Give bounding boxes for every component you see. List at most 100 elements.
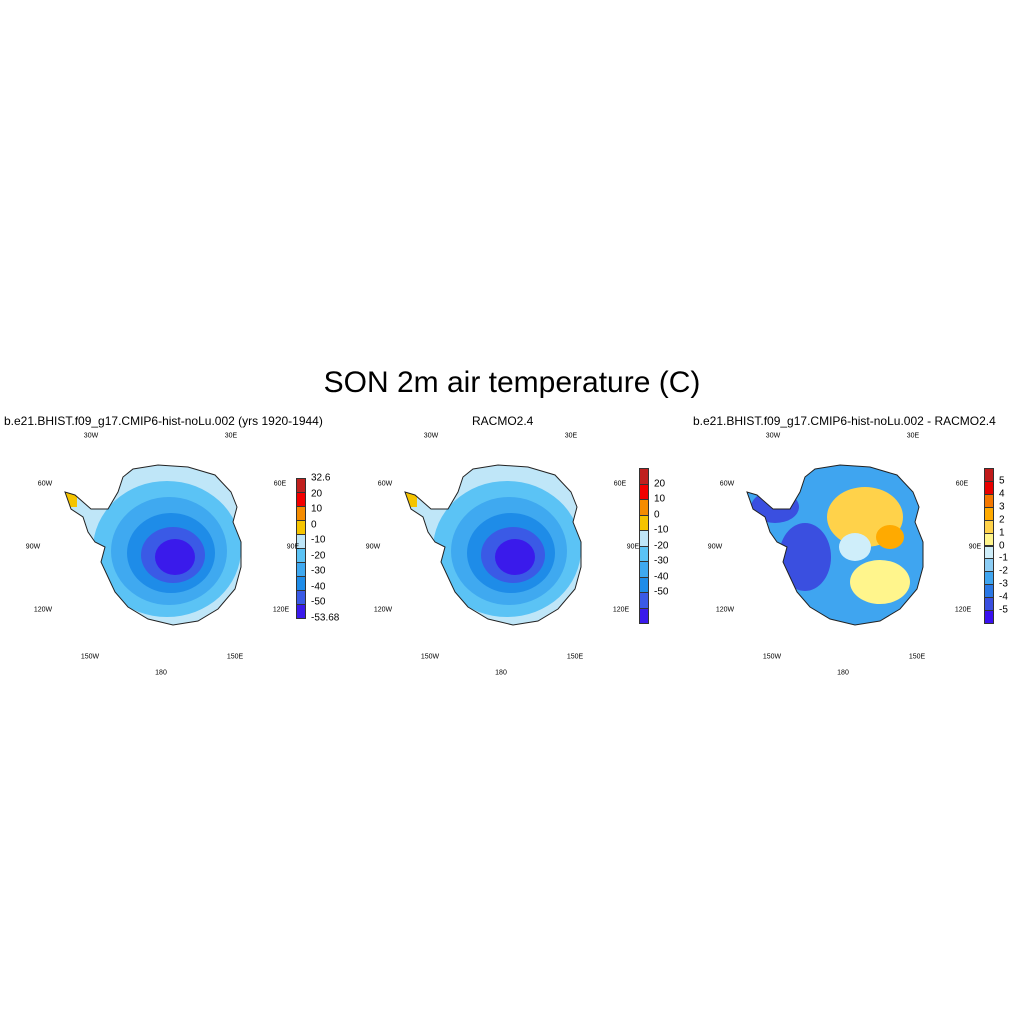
colorbar-swatch	[296, 478, 306, 493]
colorbar-swatch	[296, 492, 306, 507]
antarctica-field	[404, 464, 582, 626]
longitude-label: 60W	[377, 480, 393, 488]
colorbar-swatch	[984, 558, 994, 573]
colorbar-label: -50	[311, 596, 326, 608]
colorbar-label: 0	[654, 509, 660, 520]
colorbar-label: 5	[999, 475, 1005, 487]
longitude-label: 90E	[286, 543, 300, 551]
longitude-label: 90E	[626, 543, 640, 551]
colorbar-swatch	[984, 571, 994, 586]
longitude-label: 30W	[765, 432, 781, 440]
colorbar-label: -2	[999, 565, 1008, 577]
difference-zone	[850, 560, 910, 604]
colorbar-label: -5	[999, 604, 1008, 616]
longitude-label: 120W	[373, 606, 393, 614]
colorbar-swatch	[296, 590, 306, 605]
colorbar-label: -20	[311, 550, 326, 562]
longitude-label: 90W	[25, 543, 41, 551]
colorbar-label: -40	[311, 581, 326, 593]
figure-title: SON 2m air temperature (C)	[323, 366, 701, 399]
longitude-label: 120E	[272, 606, 290, 614]
colorbar-label: 3	[999, 501, 1005, 513]
colorbar-label: 2	[999, 514, 1005, 526]
colorbar-swatch	[984, 468, 994, 482]
longitude-label: 120W	[33, 606, 53, 614]
longitude-label: 120W	[715, 606, 735, 614]
longitude-label: 30E	[564, 432, 578, 440]
longitude-label: 90W	[707, 543, 723, 551]
colorbar-label: 4	[999, 488, 1005, 500]
colorbar-label: 10	[311, 503, 323, 515]
longitude-label: 30W	[83, 432, 99, 440]
panel-title: RACMO2.4	[472, 414, 534, 428]
colorbar-label: 10	[654, 493, 666, 505]
difference-zone	[779, 523, 831, 591]
temperature-zone	[495, 539, 535, 575]
coastline	[746, 464, 924, 626]
longitude-label: 60E	[955, 480, 969, 488]
colorbar-label: -1	[999, 552, 1008, 564]
colorbar-label: -40	[654, 571, 669, 582]
colorbar-swatch	[296, 562, 306, 577]
longitude-label: 30E	[906, 432, 920, 440]
longitude-label: 150E	[226, 653, 244, 661]
longitude-label: 30W	[423, 432, 439, 440]
colorbar-swatch	[639, 607, 649, 624]
longitude-label: 60E	[613, 480, 627, 488]
panel-title: b.e21.BHIST.f09_g17.CMIP6-hist-noLu.002 …	[4, 414, 323, 428]
colorbar-swatch	[639, 576, 649, 593]
colorbar-label: 0	[311, 519, 317, 531]
colorbar-label: -20	[654, 540, 669, 551]
longitude-label: 120E	[612, 606, 630, 614]
longitude-label: 60W	[719, 480, 735, 488]
longitude-label: 120E	[954, 606, 972, 614]
colorbar-label: -50	[654, 586, 669, 598]
colorbar-swatch	[984, 597, 994, 612]
longitude-label: 30E	[224, 432, 238, 440]
colorbar-label: -10	[311, 534, 326, 546]
colorbar-swatch	[984, 480, 994, 495]
colorbar-label: -10	[654, 524, 669, 536]
longitude-label: 60W	[37, 480, 53, 488]
longitude-label: 180	[155, 669, 167, 677]
colorbar-swatch	[639, 592, 649, 609]
colorbar-swatch	[296, 520, 306, 535]
longitude-label: 150E	[566, 653, 584, 661]
warm-coast	[65, 485, 77, 507]
panel-title: b.e21.BHIST.f09_g17.CMIP6-hist-noLu.002 …	[693, 414, 996, 428]
colorbar-label: 1	[999, 527, 1005, 539]
colorbar-swatch	[639, 530, 649, 547]
colorbar-swatch	[984, 493, 994, 508]
difference-zone	[839, 533, 871, 561]
colorbar-swatch	[984, 532, 994, 547]
antarctica-field	[746, 464, 924, 626]
warm-coast	[405, 485, 417, 507]
colorbar-label: 32.6	[311, 472, 331, 484]
temperature-zone	[155, 539, 195, 575]
colorbar-swatch	[984, 545, 994, 560]
longitude-label: 150W	[762, 653, 782, 661]
colorbar-swatch	[984, 519, 994, 534]
colorbar-swatch	[639, 499, 649, 516]
coastline	[404, 464, 582, 626]
longitude-label: 150E	[908, 653, 926, 661]
longitude-label: 90E	[968, 543, 982, 551]
colorbar-label: -30	[311, 565, 326, 577]
colorbar-swatch	[296, 576, 306, 591]
colorbar-label: 20	[654, 478, 666, 489]
colorbar-label: -30	[654, 555, 669, 567]
colorbar-swatch	[639, 483, 649, 500]
colorbar-label: -3	[999, 578, 1008, 590]
colorbar-label: 0	[999, 540, 1005, 551]
colorbar-swatch	[296, 604, 306, 619]
colorbar-swatch	[639, 545, 649, 562]
colorbar-swatch	[639, 468, 649, 485]
colorbar-label: 20	[311, 488, 323, 500]
longitude-label: 180	[837, 669, 849, 677]
longitude-label: 60E	[273, 480, 287, 488]
longitude-label: 90W	[365, 543, 381, 551]
colorbar-swatch	[639, 514, 649, 531]
colorbar-swatch	[984, 610, 994, 624]
colorbar-swatch	[984, 584, 994, 599]
coastline	[64, 464, 242, 626]
